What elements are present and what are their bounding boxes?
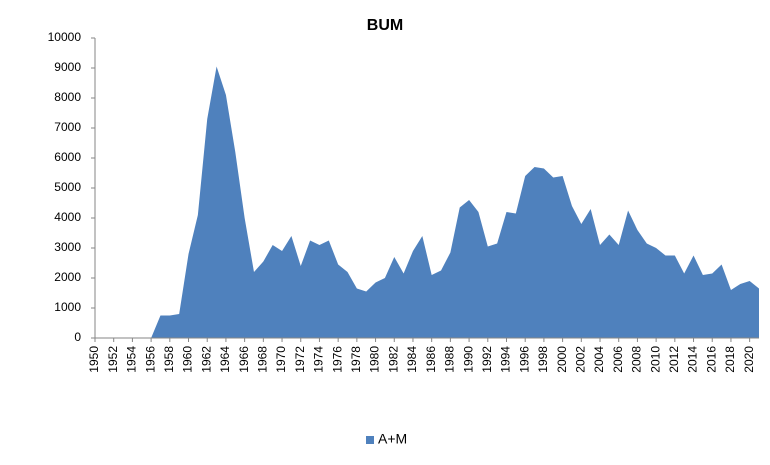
x-tick-label: 2006 (611, 346, 625, 373)
legend-swatch (366, 436, 374, 444)
x-tick-label: 2014 (686, 346, 700, 373)
x-tick-label: 1962 (199, 346, 213, 373)
x-tick-label: 1990 (461, 346, 475, 373)
x-tick-label: 1988 (443, 346, 457, 373)
x-tick-label: 1992 (480, 346, 494, 373)
y-tick-label: 4000 (54, 210, 81, 224)
x-tick-label: 1958 (162, 346, 176, 373)
x-tick-label: 1986 (424, 346, 438, 373)
x-tick-label: 1976 (330, 346, 344, 373)
x-tick-label: 1968 (256, 346, 270, 373)
legend-label: A+M (378, 431, 407, 447)
x-tick-label: 1974 (312, 346, 326, 373)
x-tick-label: 2016 (704, 346, 718, 373)
x-tick-label: 1978 (349, 346, 363, 373)
x-tick-label: 2012 (667, 346, 681, 373)
x-tick-label: 1994 (499, 346, 513, 373)
x-tick-label: 2008 (630, 346, 644, 373)
y-tick-label: 5000 (54, 180, 81, 194)
y-tick-label: 8000 (54, 90, 81, 104)
y-tick-label: 3000 (54, 240, 81, 254)
x-tick-label: 1954 (125, 346, 139, 373)
y-tick-label: 7000 (54, 120, 81, 134)
x-tick-label: 2018 (723, 346, 737, 373)
x-tick-label: 2020 (742, 346, 756, 373)
chart-title: BUM (367, 17, 403, 34)
x-tick-label: 1960 (181, 346, 195, 373)
x-tick-label: 1998 (536, 346, 550, 373)
x-tick-label: 1956 (143, 346, 157, 373)
x-tick-label: 1982 (386, 346, 400, 373)
area (95, 66, 759, 338)
x-tick-label: 1966 (237, 346, 251, 373)
x-tick-label: 1984 (405, 346, 419, 373)
x-tick-label: 2004 (592, 346, 606, 373)
x-tick-label: 1950 (87, 346, 101, 373)
y-tick-label: 1000 (54, 300, 81, 314)
y-tick-label: 9000 (54, 60, 81, 74)
x-tick-label: 2002 (573, 346, 587, 373)
y-tick-label: 0 (74, 330, 81, 344)
x-tick-label: 2000 (555, 346, 569, 373)
y-tick-label: 10000 (48, 30, 82, 44)
y-tick-label: 2000 (54, 270, 81, 284)
x-tick-label: 1980 (368, 346, 382, 373)
x-tick-label: 1970 (274, 346, 288, 373)
y-tick-label: 6000 (54, 150, 81, 164)
x-tick-label: 1996 (517, 346, 531, 373)
x-tick-label: 1972 (293, 346, 307, 373)
x-tick-label: 1952 (106, 346, 120, 373)
x-tick-label: 1964 (218, 346, 232, 373)
x-tick-label: 2010 (648, 346, 662, 373)
